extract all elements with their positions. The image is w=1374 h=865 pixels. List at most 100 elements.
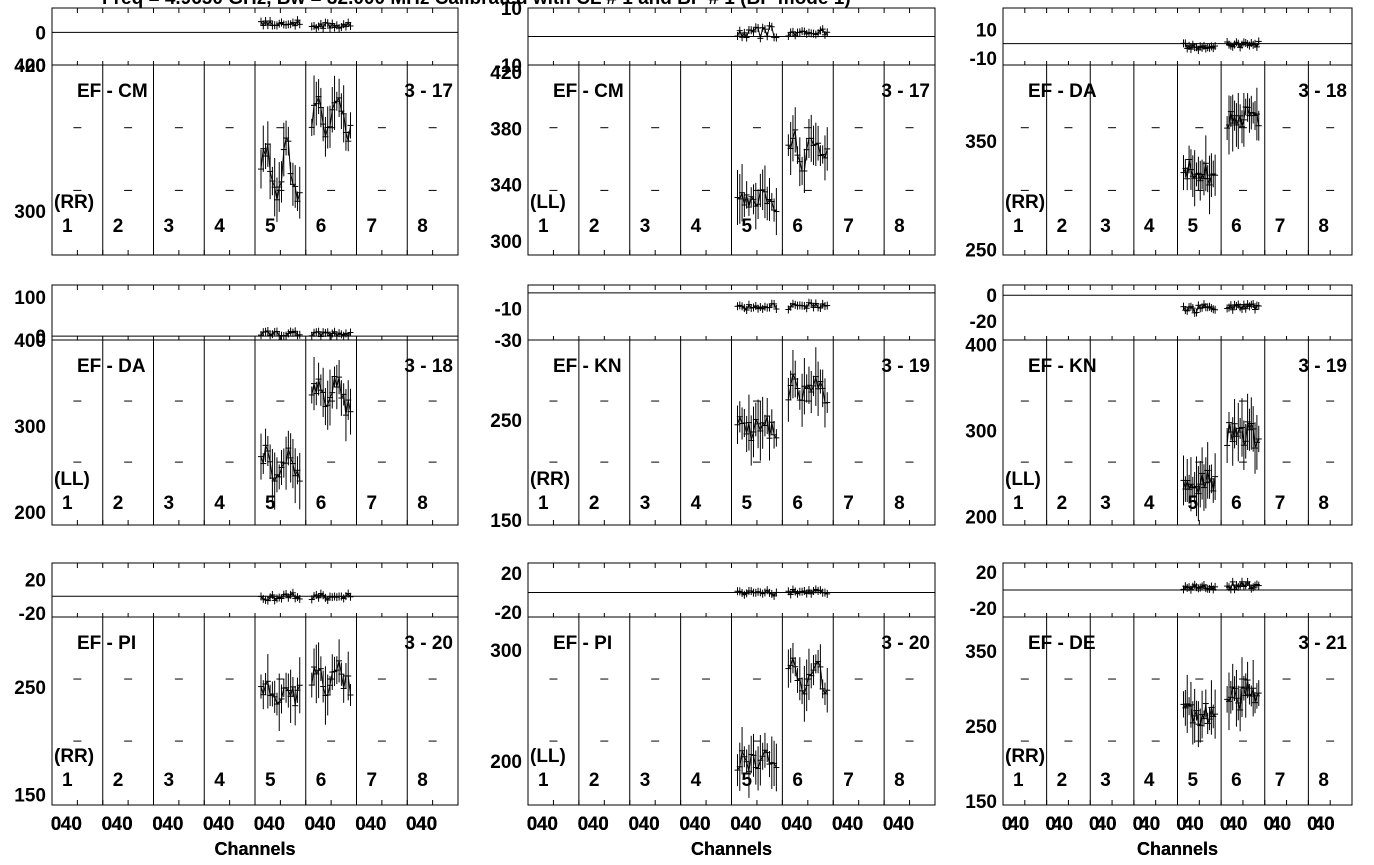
phase-frame bbox=[51, 7, 459, 66]
x-tick-label: 40 bbox=[365, 814, 386, 835]
amplitude-series-line bbox=[737, 748, 777, 772]
channel-number-label: 4 bbox=[214, 770, 225, 791]
channel-number-label: 4 bbox=[1144, 493, 1155, 514]
channel-number-label: 3 bbox=[640, 770, 651, 791]
x-tick-label: 0 bbox=[883, 814, 894, 835]
phase-series-line bbox=[1226, 41, 1260, 49]
amplitude-tick-label: 200 bbox=[490, 752, 522, 773]
channel-number-label: 1 bbox=[62, 493, 73, 514]
amplitude-series-line bbox=[260, 680, 301, 706]
amplitude-series-line bbox=[1183, 470, 1216, 494]
x-tick-label: 40 bbox=[112, 814, 133, 835]
channel-number-label: 5 bbox=[265, 493, 276, 514]
phase-tick-label: 0 bbox=[35, 23, 46, 44]
x-tick-label: 0 bbox=[1176, 814, 1187, 835]
channel-number-label: 4 bbox=[691, 493, 702, 514]
x-tick-label: 0 bbox=[781, 814, 792, 835]
amplitude-tick-label: 250 bbox=[490, 411, 522, 432]
channel-number-label: 1 bbox=[1013, 216, 1024, 237]
phase-frame bbox=[51, 284, 459, 341]
x-tick-label: 40 bbox=[842, 814, 863, 835]
x-tick-label: 0 bbox=[152, 814, 163, 835]
channel-number-label: 5 bbox=[1188, 493, 1199, 514]
x-tick-label: 0 bbox=[628, 814, 639, 835]
channel-number-label: 3 bbox=[164, 493, 175, 514]
x-tick-label: 0 bbox=[304, 814, 315, 835]
phase-frame bbox=[1002, 284, 1353, 341]
x-tick-label: 40 bbox=[1183, 814, 1204, 835]
x-tick-label: 40 bbox=[689, 814, 710, 835]
baseline-label: EF - KN bbox=[553, 356, 622, 377]
amplitude-tick-label: 400 bbox=[14, 331, 46, 352]
x-tick-label: 0 bbox=[1176, 814, 1187, 835]
x-tick-label: 0 bbox=[203, 814, 214, 835]
phase-series-line bbox=[311, 592, 351, 601]
x-tick-label: 40 bbox=[1226, 814, 1247, 835]
phase-series-line bbox=[260, 330, 300, 337]
x-axis-label: Channels bbox=[1137, 839, 1218, 859]
channel-number-label: 6 bbox=[1231, 493, 1242, 514]
x-tick-label: 40 bbox=[1183, 814, 1204, 835]
x-tick-label: 40 bbox=[791, 814, 812, 835]
x-tick-label: 0 bbox=[527, 814, 538, 835]
x-tick-label: 40 bbox=[315, 814, 336, 835]
polarization-label: (LL) bbox=[530, 746, 566, 767]
baseline-label: EF - DA bbox=[1028, 81, 1097, 102]
x-tick-label: 0 bbox=[1133, 814, 1144, 835]
channel-number-label: 6 bbox=[316, 770, 327, 791]
x-tick-label: 0 bbox=[406, 814, 417, 835]
x-tick-label: 40 bbox=[416, 814, 437, 835]
x-tick-label: 0 bbox=[1089, 814, 1100, 835]
amplitude-series-line bbox=[260, 445, 301, 483]
phase-series-line bbox=[1183, 303, 1216, 314]
phase-tick-label: -20 bbox=[19, 56, 46, 77]
x-tick-label: 0 bbox=[1220, 814, 1231, 835]
amplitude-tick-label: 300 bbox=[14, 202, 46, 223]
amplitude-series-line bbox=[787, 129, 828, 172]
x-tick-label: 40 bbox=[1095, 814, 1116, 835]
x-tick-label: 0 bbox=[1220, 814, 1231, 835]
phase-series-line bbox=[787, 28, 828, 37]
x-tick-label: 0 bbox=[355, 814, 366, 835]
amplitude-tick-label: 200 bbox=[14, 503, 46, 524]
channel-number-label: 6 bbox=[1231, 216, 1242, 237]
phase-series-line bbox=[1226, 579, 1260, 591]
x-axis-label: Channels bbox=[214, 839, 295, 859]
channel-number-label: 2 bbox=[1057, 216, 1068, 237]
channel-number-label: 4 bbox=[214, 493, 225, 514]
channel-number-label: 7 bbox=[367, 216, 378, 237]
x-tick-label: 40 bbox=[588, 814, 609, 835]
x-tick-label: 40 bbox=[588, 814, 609, 835]
x-tick-label: 0 bbox=[304, 814, 315, 835]
x-tick-label: 0 bbox=[832, 814, 843, 835]
phase-series-line bbox=[737, 589, 777, 597]
channel-number-label: 7 bbox=[843, 216, 854, 237]
x-axis-label: Channels bbox=[214, 839, 295, 859]
x-tick-label: 0 bbox=[1307, 814, 1318, 835]
x-tick-label: 0 bbox=[679, 814, 690, 835]
x-tick-label: 40 bbox=[315, 814, 336, 835]
channel-number-label: 5 bbox=[742, 216, 753, 237]
channel-number-label: 2 bbox=[589, 770, 600, 791]
x-tick-label: 0 bbox=[101, 814, 112, 835]
x-tick-label: 40 bbox=[842, 814, 863, 835]
channel-number-label: 1 bbox=[538, 216, 549, 237]
x-tick-label: 0 bbox=[578, 814, 589, 835]
channel-number-label: 2 bbox=[589, 493, 600, 514]
channel-number-label: 2 bbox=[113, 770, 124, 791]
channel-number-label: 8 bbox=[417, 216, 428, 237]
amplitude-tick-label: 250 bbox=[965, 717, 997, 738]
x-tick-label: 0 bbox=[1133, 814, 1144, 835]
channel-number-label: 6 bbox=[792, 216, 803, 237]
channel-number-label: 8 bbox=[1318, 770, 1329, 791]
amplitude-tick-label: 400 bbox=[14, 56, 46, 77]
phase-series-line bbox=[311, 331, 351, 338]
x-tick-label: 40 bbox=[893, 814, 914, 835]
polarization-label: (RR) bbox=[1005, 746, 1045, 767]
x-tick-label: 0 bbox=[730, 814, 741, 835]
x-tick-label: 40 bbox=[213, 814, 234, 835]
channel-number-label: 3 bbox=[164, 770, 175, 791]
figure-header: Freq = 4.9650 GHz, Bw = 32.000 MHz Calib… bbox=[102, 0, 851, 9]
